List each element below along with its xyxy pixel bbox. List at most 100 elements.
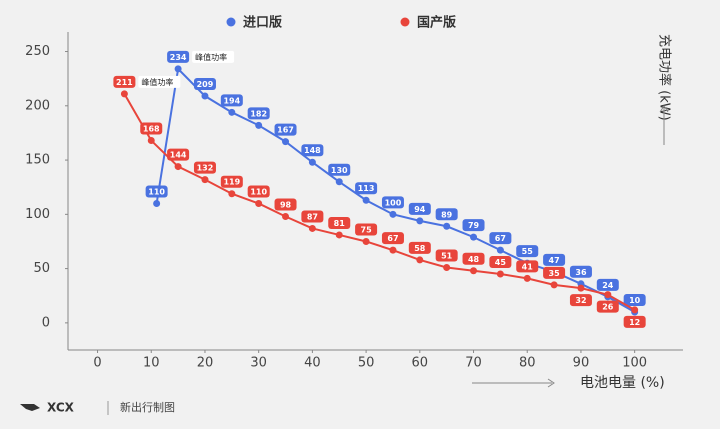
value-label-box <box>408 202 431 215</box>
point <box>416 217 424 225</box>
annotation: 峰值功率 <box>141 77 173 87</box>
value-label-box <box>274 198 297 211</box>
value-label-box <box>596 278 619 291</box>
value-label-box <box>193 78 216 91</box>
value-label: 211 <box>116 78 133 87</box>
point <box>577 284 585 292</box>
x-tick-label: 80 <box>519 356 536 371</box>
value-label: 209 <box>197 80 214 89</box>
value-label: 45 <box>495 258 507 267</box>
point <box>550 281 558 289</box>
value-label-box <box>381 232 404 245</box>
value-label-box <box>516 260 539 273</box>
value-label: 81 <box>334 219 346 228</box>
value-label-box <box>623 294 646 307</box>
value-label: 94 <box>414 205 426 214</box>
footer-text: 新出行制图 <box>120 400 175 414</box>
point <box>282 138 290 146</box>
value-label-box <box>328 216 351 229</box>
value-label: 234 <box>170 53 187 62</box>
value-label-box <box>381 196 404 209</box>
value-label-box <box>328 163 351 176</box>
x-tick-label: 20 <box>197 356 214 371</box>
y-tick-label: 250 <box>25 44 50 59</box>
value-label-box <box>516 245 539 258</box>
value-label-box <box>247 107 270 120</box>
annotation-box <box>138 75 181 88</box>
value-label: 144 <box>170 151 187 160</box>
value-label: 24 <box>602 281 614 290</box>
value-label: 79 <box>468 221 480 230</box>
value-label: 67 <box>387 234 398 243</box>
value-label-box <box>167 148 190 161</box>
value-label: 119 <box>223 178 240 187</box>
x-tick-label: 40 <box>304 356 321 371</box>
point <box>389 210 397 218</box>
value-label: 194 <box>223 96 240 105</box>
value-label: 110 <box>250 187 267 196</box>
value-label: 51 <box>441 252 453 261</box>
value-label: 87 <box>307 212 318 221</box>
point <box>201 176 209 184</box>
value-label-box <box>569 265 592 278</box>
x-axis-label: 电池电量 (%) <box>580 375 665 391</box>
value-label-box <box>596 300 619 313</box>
x-tick-label: 10 <box>143 356 160 371</box>
value-label: 35 <box>549 269 561 278</box>
value-label: 110 <box>148 187 165 196</box>
point <box>255 199 263 207</box>
value-label-box <box>355 223 378 236</box>
value-label: 32 <box>575 296 586 305</box>
y-tick-label: 150 <box>25 153 50 168</box>
value-label-box <box>489 256 512 269</box>
value-label-box <box>435 249 458 262</box>
point <box>389 246 397 254</box>
value-label: 55 <box>522 247 534 256</box>
point <box>362 196 370 204</box>
point <box>282 213 290 221</box>
y-axis-label: 充电功率 (kW) <box>657 34 673 121</box>
value-label: 132 <box>197 164 214 173</box>
point <box>604 291 612 299</box>
point <box>153 199 161 207</box>
annotation-box <box>192 50 235 63</box>
logo-icon <box>20 404 40 411</box>
x-tick-label: 60 <box>412 356 429 371</box>
point <box>470 267 478 275</box>
value-label-box <box>623 315 646 328</box>
legend-marker <box>226 17 236 27</box>
y-tick-label: 100 <box>25 207 50 222</box>
value-label-box <box>543 253 566 266</box>
y-tick-label: 200 <box>25 98 50 113</box>
point <box>416 256 424 264</box>
y-tick-label: 50 <box>33 261 50 276</box>
point <box>174 163 182 171</box>
value-label: 36 <box>575 268 587 277</box>
legend-label: 国产版 <box>417 15 456 31</box>
point <box>362 237 370 245</box>
point <box>201 92 209 100</box>
value-label: 67 <box>495 234 506 243</box>
value-label: 41 <box>522 262 534 271</box>
value-label: 182 <box>250 109 267 118</box>
value-label: 89 <box>441 210 453 219</box>
value-label: 113 <box>358 184 375 193</box>
value-label: 100 <box>385 198 402 207</box>
point <box>443 264 451 272</box>
value-label: 47 <box>549 256 560 265</box>
value-label: 26 <box>602 303 614 312</box>
point <box>335 231 343 239</box>
value-label-box <box>220 175 243 188</box>
x-tick-label: 50 <box>358 356 375 371</box>
x-tick-label: 100 <box>622 356 647 371</box>
point <box>174 65 182 73</box>
value-label-box <box>408 241 431 254</box>
value-label-box <box>145 185 168 198</box>
logo-text: XCX <box>47 401 75 415</box>
value-label: 10 <box>629 296 641 305</box>
point <box>496 270 504 278</box>
point <box>308 224 316 232</box>
value-label: 168 <box>143 125 160 134</box>
value-label: 12 <box>629 318 640 327</box>
